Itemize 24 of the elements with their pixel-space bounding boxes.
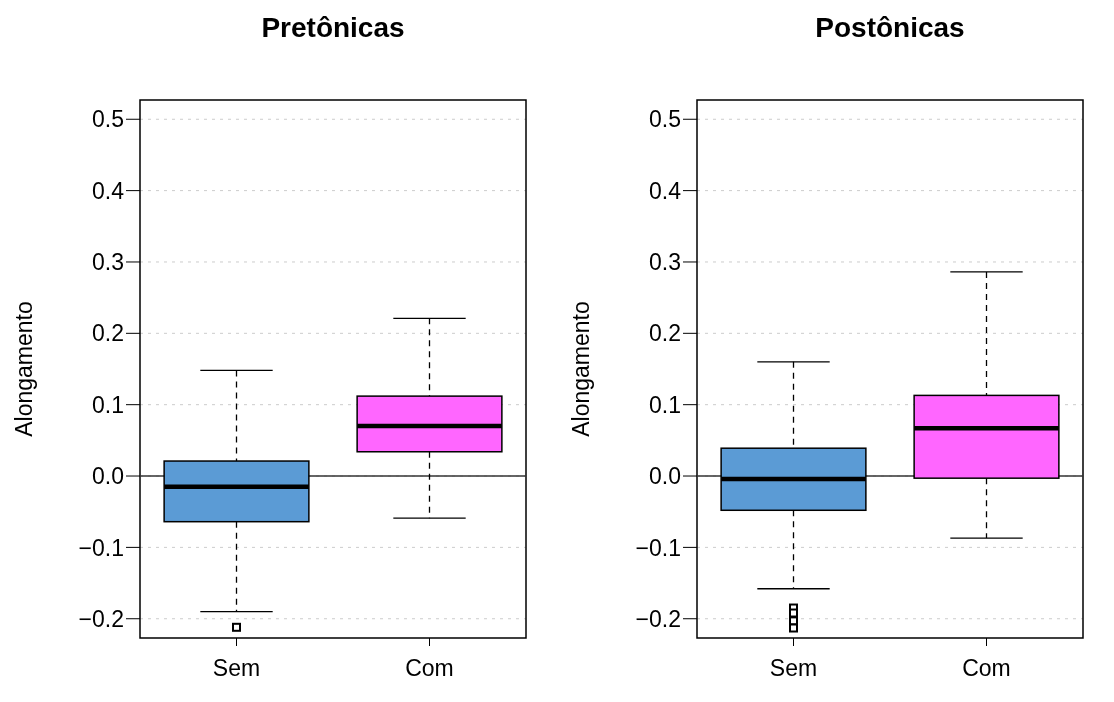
y-tick-label: 0.4 bbox=[92, 177, 125, 204]
y-tick-label: −0.1 bbox=[635, 534, 681, 561]
y-tick-label: 0.4 bbox=[649, 177, 682, 204]
y-tick-label: −0.2 bbox=[78, 605, 124, 632]
y-axis-title: Alongamento bbox=[11, 301, 38, 437]
y-tick-label: 0.1 bbox=[649, 391, 681, 418]
y-tick-label: 0.3 bbox=[92, 249, 124, 276]
y-tick-label: 0.0 bbox=[649, 463, 681, 490]
y-axis-title: Alongamento bbox=[568, 301, 595, 437]
chart-title: Postônicas bbox=[814, 12, 966, 44]
y-tick-label: −0.2 bbox=[635, 605, 681, 632]
y-tick-label: 0.1 bbox=[92, 391, 124, 418]
y-tick-label: 0.5 bbox=[92, 106, 124, 133]
chart-title: Pretônicas bbox=[260, 12, 406, 44]
y-tick-label: 0.2 bbox=[649, 320, 681, 347]
y-tick-label: 0.3 bbox=[649, 249, 681, 276]
x-tick-label: Com bbox=[405, 655, 454, 682]
y-tick-label: 0.5 bbox=[649, 106, 681, 133]
y-tick-label: 0.0 bbox=[92, 463, 124, 490]
x-tick-label: Sem bbox=[769, 655, 818, 682]
x-tick-label: Com bbox=[962, 655, 1011, 682]
x-tick-label: Sem bbox=[212, 655, 261, 682]
y-tick-label: 0.2 bbox=[92, 320, 124, 347]
y-tick-label: −0.1 bbox=[78, 534, 124, 561]
